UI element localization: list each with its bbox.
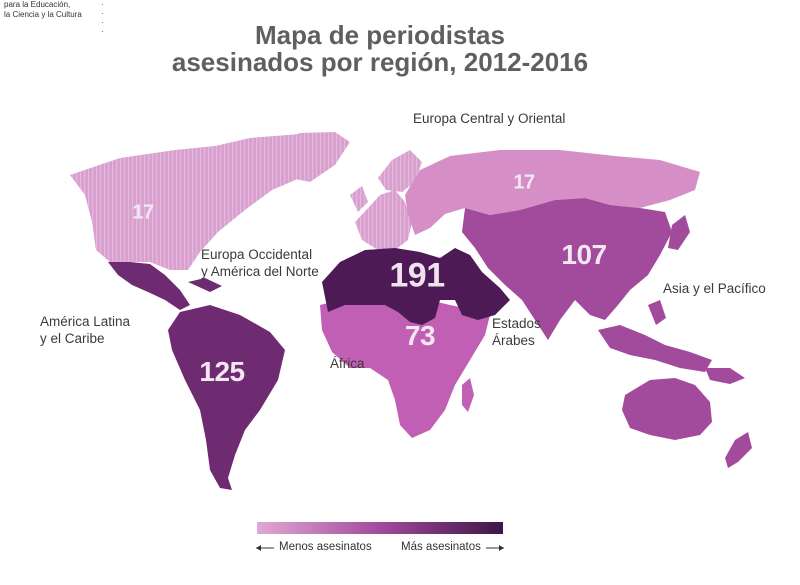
- region-papua: [705, 368, 745, 384]
- label-line-2: y el Caribe: [40, 331, 105, 346]
- label-europa-occidental-america-norte: Europa Occidental y América del Norte: [201, 246, 319, 280]
- org-line-1: para la Educación,: [4, 0, 71, 9]
- count-europa-central-oriental: 17: [513, 171, 535, 194]
- title-line-1: Mapa de periodistas: [255, 20, 505, 50]
- org-line-2: la Ciencia y la Cultura: [4, 10, 82, 19]
- region-caribbean: [188, 278, 222, 292]
- label-line-1: América Latina: [40, 314, 131, 329]
- label-estados-arabes: Estados Árabes: [492, 315, 541, 349]
- label-line-1: Europa Occidental: [201, 247, 313, 262]
- region-madagascar: [462, 378, 474, 412]
- count-africa: 73: [404, 320, 436, 351]
- count-europa-occidental-america-norte: 17: [132, 201, 154, 224]
- count-america-latina-caribe: 125: [199, 356, 245, 387]
- legend-less-label: Menos asesinatos: [279, 541, 372, 553]
- region-north-america: [70, 134, 330, 270]
- region-western-europe: [355, 190, 412, 250]
- region-scandinavia: [378, 150, 422, 192]
- label-line-1: Estados: [492, 316, 541, 331]
- organization-name: para la Educación, la Ciencia y la Cultu…: [4, 0, 82, 20]
- legend-arrow-right: [486, 545, 504, 551]
- region-asia: [462, 198, 672, 340]
- legend-gradient: [257, 522, 503, 534]
- region-southeast-asia: [598, 325, 712, 372]
- region-philippines: [648, 300, 666, 325]
- region-australia: [622, 378, 712, 440]
- region-south-america: [168, 305, 285, 490]
- label-america-latina-caribe: América Latina y el Caribe: [40, 313, 130, 347]
- legend-more-label: Más asesinatos: [401, 541, 481, 553]
- region-eastern-europe-russia: [405, 150, 700, 235]
- legend-arrow-left: [256, 545, 274, 551]
- region-central-america: [108, 262, 190, 310]
- region-greenland: [272, 132, 350, 182]
- label-line-2: y América del Norte: [201, 264, 319, 279]
- label-asia-pacifico: Asia y el Pacífico: [663, 281, 766, 296]
- region-new-zealand: [725, 432, 752, 468]
- count-asia-pacifico: 107: [561, 239, 607, 270]
- region-africa: [320, 298, 490, 438]
- region-arab-states: [322, 248, 510, 325]
- org-decorative-dots: · · · ·: [101, 0, 104, 36]
- map-title: Mapa de periodistas asesinados por regió…: [0, 22, 760, 76]
- label-europa-central-oriental: Europa Central y Oriental: [413, 111, 566, 126]
- label-africa: África: [330, 356, 365, 371]
- count-estados-arabes: 191: [389, 256, 445, 295]
- title-line-2: asesinados por región, 2012-2016: [171, 47, 589, 77]
- region-uk: [350, 186, 368, 212]
- region-japan: [668, 215, 690, 250]
- label-line-2: Árabes: [492, 333, 535, 348]
